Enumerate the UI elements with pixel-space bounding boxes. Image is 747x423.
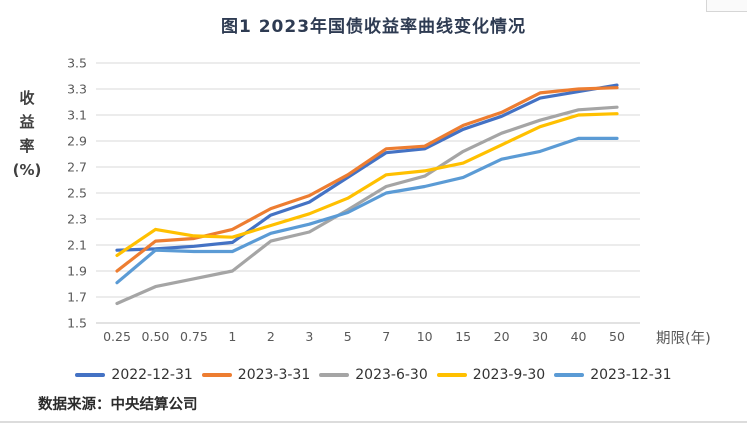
legend-swatch [319, 373, 350, 377]
legend-swatch [554, 373, 585, 377]
legend-swatch [75, 373, 106, 377]
x-tick-label: 15 [455, 329, 471, 344]
y-tick-label: 1.7 [67, 290, 87, 305]
x-tick-label: 1 [228, 329, 236, 344]
x-tick-label: 0.75 [180, 329, 208, 344]
chart-legend: 2022-12-31 2023-3-31 2023-6-30 2023-9-30 202… [0, 367, 747, 383]
series-line-2023-9-30 [115, 112, 619, 257]
series-line-2022-12-31 [115, 83, 619, 252]
legend-item-2023-3-31: 2023-3-31 [201, 367, 311, 383]
y-axis-title: 收 益 率 (%) [12, 89, 42, 179]
y-tick-label: 2.7 [67, 160, 87, 175]
x-tick-label: 0.50 [142, 329, 170, 344]
legend-swatch [436, 373, 467, 377]
data-source-note: 数据来源：中央结算公司 [38, 397, 198, 413]
x-axis-title: 期限(年) [656, 331, 711, 347]
y-tick-label: 1.9 [67, 264, 87, 279]
y-tick-label: 3.3 [67, 82, 87, 97]
chart-title: 图1 2023年国债收益率曲线变化情况 [220, 17, 527, 37]
legend-label: 2023-12-31 [590, 367, 672, 383]
series-line-2023-6-30 [115, 105, 619, 306]
legend-label: 2022-12-31 [111, 367, 193, 383]
y-tick-label: 3.1 [67, 108, 87, 123]
y-tick-label: 2.1 [67, 238, 87, 253]
legend-item-2023-12-31: 2023-12-31 [554, 367, 672, 383]
series-line-2023-12-31 [115, 136, 619, 285]
x-tick-label: 30 [532, 329, 548, 344]
x-tick-label: 3 [305, 329, 313, 344]
x-tick-label: 20 [494, 329, 510, 344]
y-tick-label: 1.5 [67, 316, 87, 331]
x-tick-label: 50 [609, 329, 625, 344]
y-tick-label: 3.5 [67, 56, 87, 71]
x-tick-label: 0.25 [103, 329, 131, 344]
scrollbar-fragment [706, 0, 747, 12]
legend-item-2023-6-30: 2023-6-30 [319, 367, 428, 383]
legend-swatch [201, 373, 232, 377]
page-edge-divider [0, 421, 747, 423]
legend-item-2022-12-31: 2022-12-31 [75, 367, 193, 383]
x-tick-label: 7 [382, 329, 390, 344]
y-tick-label: 2.9 [67, 134, 87, 149]
x-tick-label: 40 [571, 329, 587, 344]
legend-label: 2023-6-30 [355, 367, 428, 383]
y-tick-label: 2.3 [67, 212, 87, 227]
legend-label: 2023-3-31 [237, 367, 311, 383]
legend-item-2023-9-30: 2023-9-30 [436, 367, 546, 383]
legend-label: 2023-9-30 [472, 367, 546, 383]
x-tick-label: 2 [267, 329, 275, 344]
x-tick-label: 5 [344, 329, 352, 344]
y-tick-label: 2.5 [67, 186, 87, 201]
x-tick-label: 10 [417, 329, 433, 344]
